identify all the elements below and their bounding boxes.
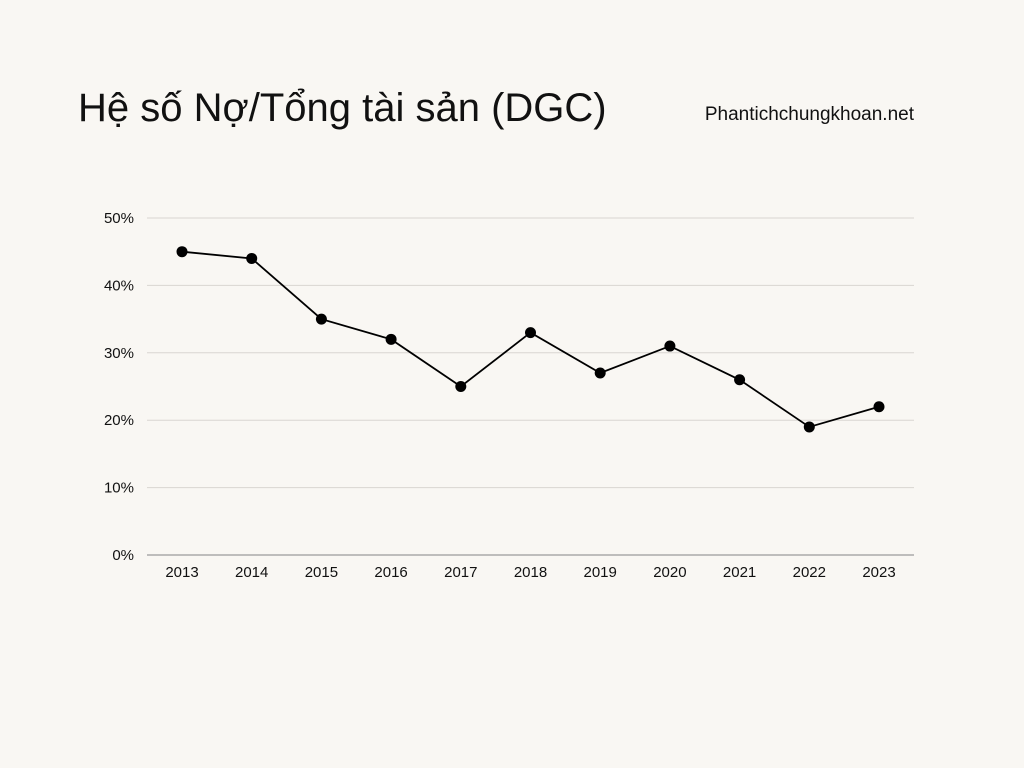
data-point xyxy=(803,421,815,433)
y-axis-ticks: 0% 10% 20% 30% 40% 50% xyxy=(104,210,134,564)
data-point xyxy=(176,246,188,258)
data-point xyxy=(246,252,258,264)
x-tick-label: 2018 xyxy=(514,564,547,581)
x-tick-label: 2016 xyxy=(374,564,407,581)
series-line xyxy=(181,250,880,428)
y-tick-label: 40% xyxy=(104,277,134,294)
x-tick-label: 2022 xyxy=(793,564,826,581)
x-axis-ticks: 2013 2014 2015 2016 2017 2018 2019 2020 2021 2022… xyxy=(165,564,895,581)
grid-lines xyxy=(147,217,914,489)
data-point xyxy=(594,367,606,379)
x-tick-label: 2017 xyxy=(444,564,477,581)
data-point xyxy=(315,313,327,325)
data-points xyxy=(176,246,885,433)
y-tick-label: 0% xyxy=(112,547,134,564)
data-point xyxy=(385,333,397,345)
x-tick-label: 2014 xyxy=(235,564,268,581)
x-tick-label: 2019 xyxy=(584,564,617,581)
data-point xyxy=(873,401,885,413)
x-tick-label: 2013 xyxy=(165,564,198,581)
data-point xyxy=(734,374,746,386)
x-tick-label: 2023 xyxy=(862,564,895,581)
data-point xyxy=(664,340,676,352)
data-point xyxy=(455,381,467,392)
source-label: Phantichchungkhoan.net xyxy=(704,104,914,125)
y-tick-label: 10% xyxy=(104,480,134,497)
chart-title: Hệ số Nợ/Tổng tài sản (DGC) xyxy=(78,86,607,130)
y-tick-label: 30% xyxy=(104,345,134,362)
x-tick-label: 2020 xyxy=(653,564,686,581)
y-tick-label: 20% xyxy=(104,412,134,429)
data-point xyxy=(525,327,536,339)
x-tick-label: 2021 xyxy=(723,564,756,581)
y-tick-label: 50% xyxy=(104,210,134,227)
x-tick-label: 2015 xyxy=(305,564,338,581)
